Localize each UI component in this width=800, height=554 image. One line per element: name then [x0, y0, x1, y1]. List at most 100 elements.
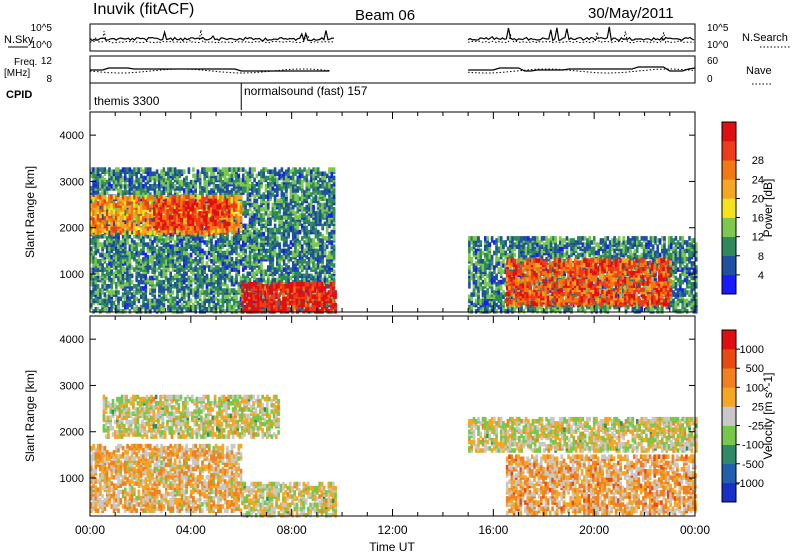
- heatmap-cell: [192, 288, 195, 293]
- heatmap-cell: [103, 292, 107, 297]
- heatmap-cell: [205, 167, 209, 172]
- heatmap-cell: [144, 294, 148, 299]
- heatmap-cell: [301, 248, 304, 254]
- heatmap-cell: [130, 244, 134, 249]
- heatmap-cell: [226, 242, 229, 247]
- cpid-label: CPID: [6, 89, 32, 101]
- heatmap-cell: [171, 304, 175, 310]
- heatmap-cell: [201, 194, 204, 200]
- heatmap-cell: [151, 171, 154, 177]
- heatmap-cell: [219, 194, 222, 200]
- heatmap-cell: [160, 179, 163, 185]
- heatmap-cell: [112, 240, 116, 245]
- heatmap-cell: [201, 192, 204, 197]
- heatmap-cell: [101, 219, 104, 225]
- heatmap-cell: [267, 254, 270, 260]
- heatmap-cell: [312, 196, 315, 202]
- heatmap-cell: [205, 171, 209, 177]
- heatmap-cell: [214, 290, 218, 295]
- heatmap-cell: [305, 169, 309, 174]
- heatmap-cell: [212, 277, 216, 283]
- heatmap-cell: [133, 230, 136, 235]
- heatmap-cell: [262, 294, 265, 299]
- heatmap-cell: [101, 256, 104, 262]
- heatmap-cell: [210, 246, 213, 252]
- heatmap-cell: [196, 250, 200, 256]
- heatmap-cell: [226, 228, 229, 233]
- heatmap-cell: [214, 254, 218, 260]
- heatmap-cell: [217, 290, 220, 295]
- heatmap-cell: [164, 242, 168, 247]
- heatmap-cell: [251, 181, 254, 187]
- heatmap-cell: [126, 256, 129, 262]
- heatmap-cell: [323, 277, 327, 283]
- heatmap-cell: [201, 207, 204, 212]
- heatmap-cell: [260, 292, 263, 297]
- heatmap-cell: [269, 217, 272, 222]
- heatmap-cell: [171, 248, 175, 254]
- heatmap-cell: [169, 201, 172, 206]
- power-heatmap: [90, 167, 698, 314]
- heatmap-cell: [303, 206, 306, 212]
- heatmap-cell: [178, 246, 182, 252]
- heatmap-cell: [110, 254, 113, 260]
- heatmap-cell: [185, 250, 188, 256]
- heatmap-cell: [96, 271, 100, 277]
- heatmap-cell: [235, 226, 238, 231]
- heatmap-cell: [112, 275, 116, 281]
- heatmap-cell: [280, 254, 284, 260]
- heatmap-cell: [103, 279, 107, 285]
- heatmap-cell: [169, 279, 172, 285]
- heatmap-cell: [135, 213, 138, 218]
- heatmap-cell: [155, 248, 159, 254]
- heatmap-cell: [173, 281, 177, 287]
- heatmap-cell: [110, 277, 113, 283]
- heatmap-cell: [144, 302, 148, 308]
- heatmap-cell: [183, 177, 186, 183]
- heatmap-cell: [267, 273, 270, 279]
- heatmap-cell: [314, 263, 318, 268]
- heatmap-cell: [217, 298, 220, 304]
- heatmap-cell: [119, 188, 123, 193]
- heatmap-cell: [115, 167, 118, 172]
- heatmap-cell: [280, 231, 284, 237]
- heatmap-cell: [296, 206, 300, 212]
- heatmap-cell: [117, 296, 120, 302]
- heatmap-cell: [194, 184, 197, 189]
- heatmap-cell: [267, 238, 270, 243]
- heatmap-cell: [105, 263, 109, 268]
- heatmap-cell: [208, 246, 211, 252]
- heatmap-cell: [232, 201, 236, 206]
- heatmap-cell: [151, 240, 154, 245]
- heatmap-cell: [214, 296, 218, 302]
- heatmap-cell: [328, 231, 331, 237]
- heatmap-cell: [121, 207, 125, 212]
- heatmap-cell: [108, 306, 111, 312]
- heatmap-cell: [96, 194, 100, 200]
- heatmap-cell: [192, 190, 195, 195]
- heatmap-cell: [133, 203, 136, 208]
- heatmap-cell: [242, 173, 245, 179]
- heatmap-cell: [180, 209, 184, 215]
- heatmap-cell: [176, 242, 179, 247]
- heatmap-cell: [332, 254, 336, 260]
- heatmap-cell: [269, 227, 272, 233]
- heatmap-cell: [289, 306, 293, 312]
- heatmap-cell: [112, 213, 116, 219]
- heatmap-cell: [135, 194, 138, 200]
- heatmap-cell: [117, 290, 120, 295]
- heatmap-cell: [124, 175, 127, 181]
- heatmap-cell: [296, 242, 300, 247]
- heatmap-cell: [162, 228, 166, 233]
- heatmap-cell: [139, 286, 143, 291]
- heatmap-cell: [90, 294, 93, 299]
- heatmap-cell: [248, 217, 252, 222]
- heatmap-cell: [196, 234, 200, 239]
- heatmap-cell: [298, 196, 302, 202]
- heatmap-cell: [291, 171, 295, 177]
- heatmap-cell: [194, 173, 197, 179]
- heatmap-cell: [303, 265, 306, 270]
- heatmap-cell: [301, 206, 304, 212]
- heatmap-cell: [115, 234, 118, 239]
- heatmap-cell: [332, 269, 336, 274]
